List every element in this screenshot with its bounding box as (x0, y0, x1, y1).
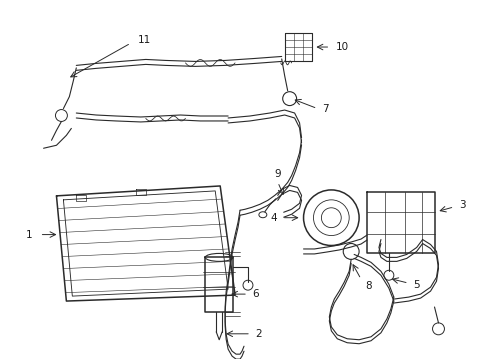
Text: 1: 1 (25, 230, 32, 239)
Text: 5: 5 (412, 280, 419, 290)
Text: 2: 2 (255, 329, 262, 339)
Text: 8: 8 (365, 281, 371, 291)
Text: 10: 10 (335, 42, 348, 52)
Text: 4: 4 (270, 213, 277, 223)
Text: 9: 9 (274, 169, 281, 179)
Text: 6: 6 (252, 289, 259, 299)
Text: 7: 7 (322, 104, 328, 113)
Text: 3: 3 (458, 200, 465, 210)
Text: 11: 11 (138, 35, 151, 45)
